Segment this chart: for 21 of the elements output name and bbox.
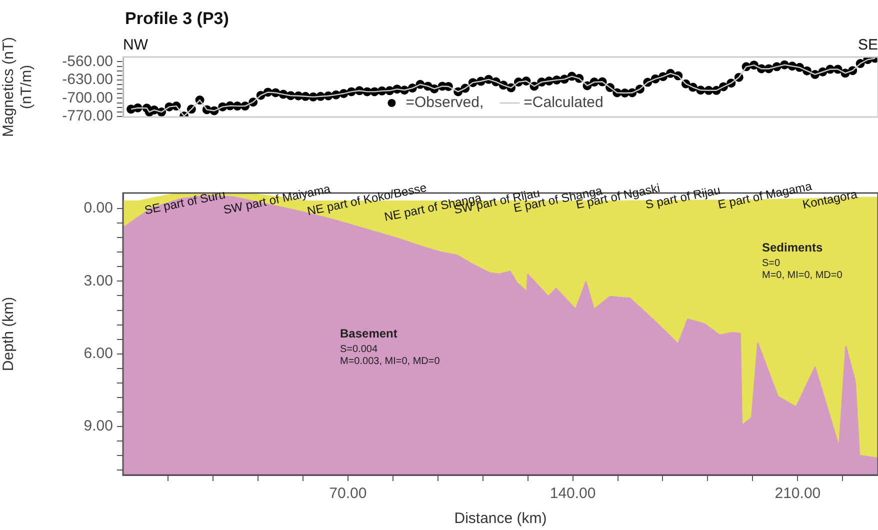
text: SE: [858, 36, 878, 54]
x-tick-label: 70.00: [329, 485, 367, 502]
legend-label: =Calculated: [524, 94, 604, 112]
y-tick-label: 3.00: [84, 272, 113, 290]
y-tick-label: -560.00: [62, 52, 113, 70]
chart-title: Profile 3 (P3): [125, 9, 229, 28]
y-tick-label: 9.00: [84, 418, 113, 435]
legend-label: =Observed,: [406, 94, 484, 112]
text: NW: [123, 36, 149, 54]
y-tick-label: -770.00: [62, 108, 113, 125]
y-axis-title: Depth (km): [0, 296, 18, 372]
annotation: Basement S=0.004 M=0.003, MI=0, MD=0: [340, 326, 440, 367]
x-tick-label: 210.00: [774, 485, 821, 502]
y-axis-title: Magnetics (nT) (nT/m): [0, 36, 36, 138]
x-axis-title: Distance (km): [454, 510, 547, 528]
y-tick-label: 6.00: [84, 345, 113, 362]
x-tick-label: 140.00: [550, 485, 596, 502]
annotation: Sediments S=0 M=0, MI=0, MD=0: [762, 240, 843, 281]
y-tick-label: -700.00: [62, 89, 113, 106]
y-tick-label: -630.00: [62, 71, 113, 88]
y-tick-label: 0.00: [84, 200, 113, 217]
